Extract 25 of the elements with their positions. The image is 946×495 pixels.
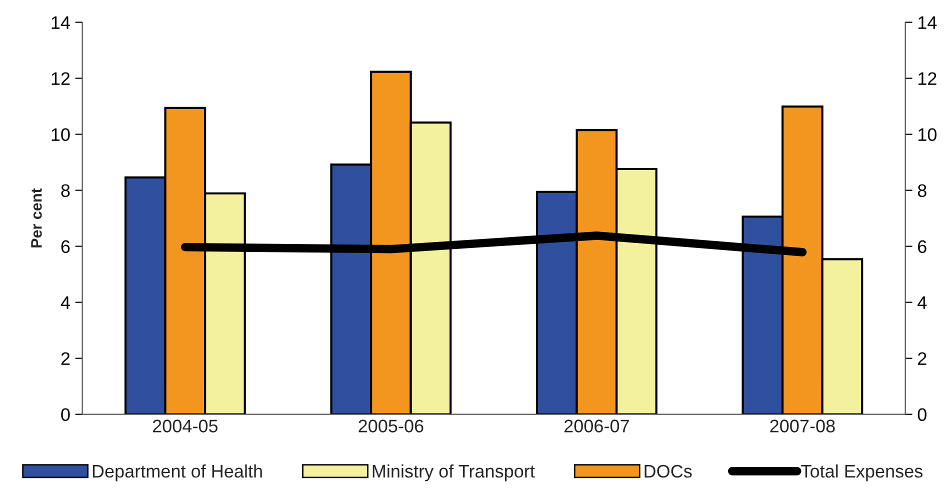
y2-tick-label: 0	[918, 408, 926, 422]
y-tick-label: 4	[60, 296, 70, 309]
y-tick-label: 10	[52, 128, 70, 142]
y2-tick-label: 4	[918, 296, 927, 309]
x-tick-label: 2007-08	[770, 420, 835, 432]
y-tick-label: 2	[61, 352, 70, 365]
y-tick-label: 14	[52, 16, 70, 29]
legend-label: Total Expenses	[801, 464, 923, 482]
y-tick-label: 0	[61, 408, 70, 422]
y-tick-label: 12	[52, 72, 70, 85]
y-axis-title: Per cent	[31, 188, 42, 248]
y-tick-label: 6	[61, 240, 70, 254]
y2-tick-label: 6	[918, 240, 926, 254]
legend-label: Ministry of Transport	[372, 464, 535, 482]
legend-label: DOCs	[644, 464, 692, 478]
y-tick-label: 8	[61, 184, 70, 198]
x-tick-label: 2004-05	[152, 420, 218, 432]
y2-tick-label: 14	[918, 16, 937, 29]
x-tick-label: 2005-06	[358, 420, 424, 432]
y2-tick-label: 10	[918, 128, 937, 142]
y2-tick-label: 2	[918, 352, 926, 365]
y2-tick-label: 12	[918, 72, 936, 85]
x-tick-label: 2006-07	[564, 420, 629, 432]
y2-tick-label: 8	[918, 184, 926, 198]
legend-label: Department of Health	[92, 464, 262, 482]
